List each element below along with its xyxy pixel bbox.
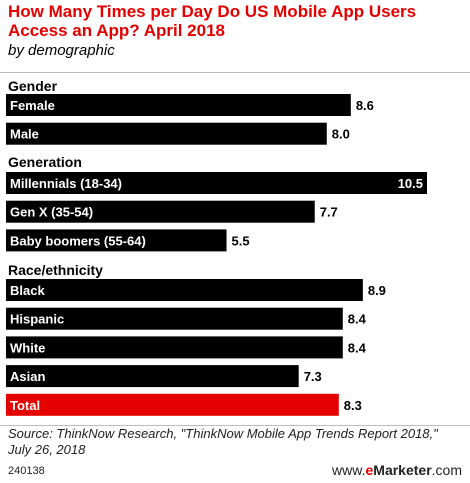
brand-suffix: .com xyxy=(431,462,462,478)
bar xyxy=(6,279,363,301)
bar-value-label: 8.4 xyxy=(348,340,367,355)
brand-prefix: www. xyxy=(332,462,366,478)
bar-value-label: 8.0 xyxy=(332,127,350,142)
bar-category-label: Asian xyxy=(10,369,45,384)
brand-logo[interactable]: www.eMarketer.com xyxy=(332,462,462,478)
bar-category-label: Black xyxy=(10,283,45,298)
bar xyxy=(6,365,299,388)
bar xyxy=(6,94,351,116)
bar xyxy=(6,200,315,223)
top-divider xyxy=(0,72,470,73)
bar-value-label: 7.3 xyxy=(304,369,322,384)
bottom-divider xyxy=(0,425,470,426)
bar-value-label: 10.5 xyxy=(398,176,423,191)
bar xyxy=(6,172,427,194)
chart-id: 240138 xyxy=(8,465,45,477)
bar-value-label: 8.4 xyxy=(348,312,367,327)
bar-category-label: White xyxy=(10,340,45,355)
bar-category-label: Male xyxy=(10,127,39,142)
source-note: Source: ThinkNow Research, "ThinkNow Mob… xyxy=(8,426,438,457)
bar-value-label: 8.6 xyxy=(356,98,374,113)
bar-category-label: Baby boomers (55-64) xyxy=(10,233,146,248)
bar-value-label: 5.5 xyxy=(232,233,250,248)
bar-value-label: 7.7 xyxy=(320,205,338,220)
bar xyxy=(6,336,343,359)
bar-category-label: Hispanic xyxy=(10,312,64,327)
chart-title: How Many Times per Day Do US Mobile App … xyxy=(8,2,417,40)
bar-category-label: Total xyxy=(10,398,40,413)
group-heading: Generation xyxy=(8,154,82,170)
group-heading: Race/ethnicity xyxy=(8,262,103,278)
brand-name: Marketer xyxy=(373,462,432,478)
bar-value-label: 8.3 xyxy=(344,398,362,413)
bar xyxy=(6,307,343,330)
chart-subtitle: by demographic xyxy=(8,42,115,59)
bar-chart: Gender Female 8.6 Male 8.0 Generation Millenni… xyxy=(6,78,427,416)
bar-category-label: Female xyxy=(10,98,55,113)
bar xyxy=(6,393,339,416)
bar xyxy=(6,122,327,145)
bar xyxy=(6,229,227,252)
group-heading: Gender xyxy=(8,78,58,94)
bar-category-label: Gen X (35-54) xyxy=(10,205,93,220)
bar-value-label: 8.9 xyxy=(368,283,386,298)
brand-e: e xyxy=(365,462,374,478)
bar-category-label: Millennials (18-34) xyxy=(10,176,122,191)
